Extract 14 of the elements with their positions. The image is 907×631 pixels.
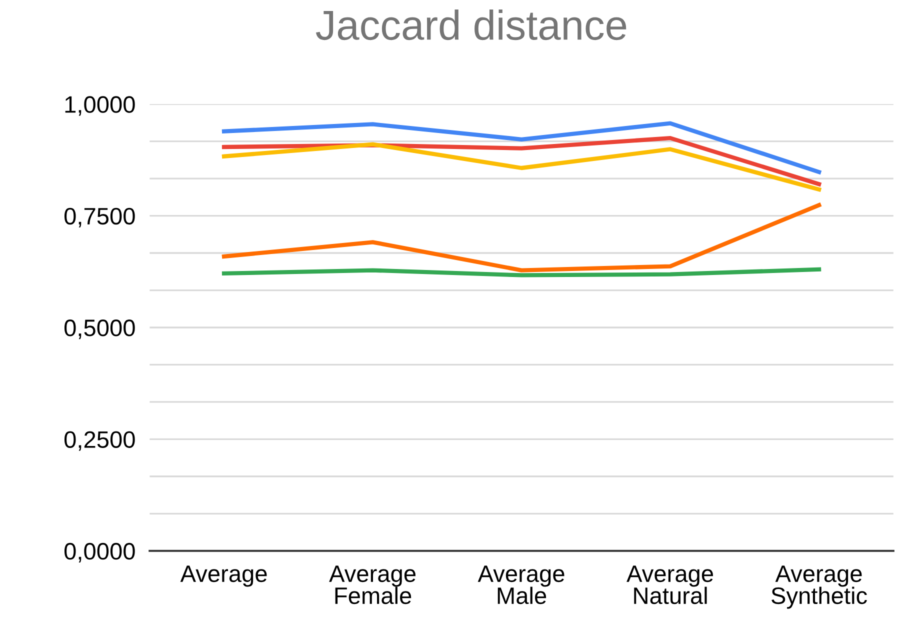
y-tick-label: 0,5000 (64, 320, 135, 340)
x-tick-label: Average (180, 566, 267, 587)
y-tick-label: 0,0000 (64, 542, 135, 562)
x-tick-label: Average Synthetic (772, 566, 867, 609)
line-series (222, 142, 822, 192)
x-tick-label: Average Male (478, 566, 564, 604)
chart-title: Jaccard distance (316, 9, 626, 40)
y-tick-label: 1,0000 (65, 96, 135, 116)
x-tick-label: Average Female (329, 566, 416, 604)
line-series (222, 121, 822, 174)
line-series (222, 202, 822, 272)
x-tick-label: Average Natural (626, 566, 713, 604)
y-tick-label: 0,7500 (64, 208, 135, 228)
y-tick-label: 0,2500 (64, 431, 135, 451)
